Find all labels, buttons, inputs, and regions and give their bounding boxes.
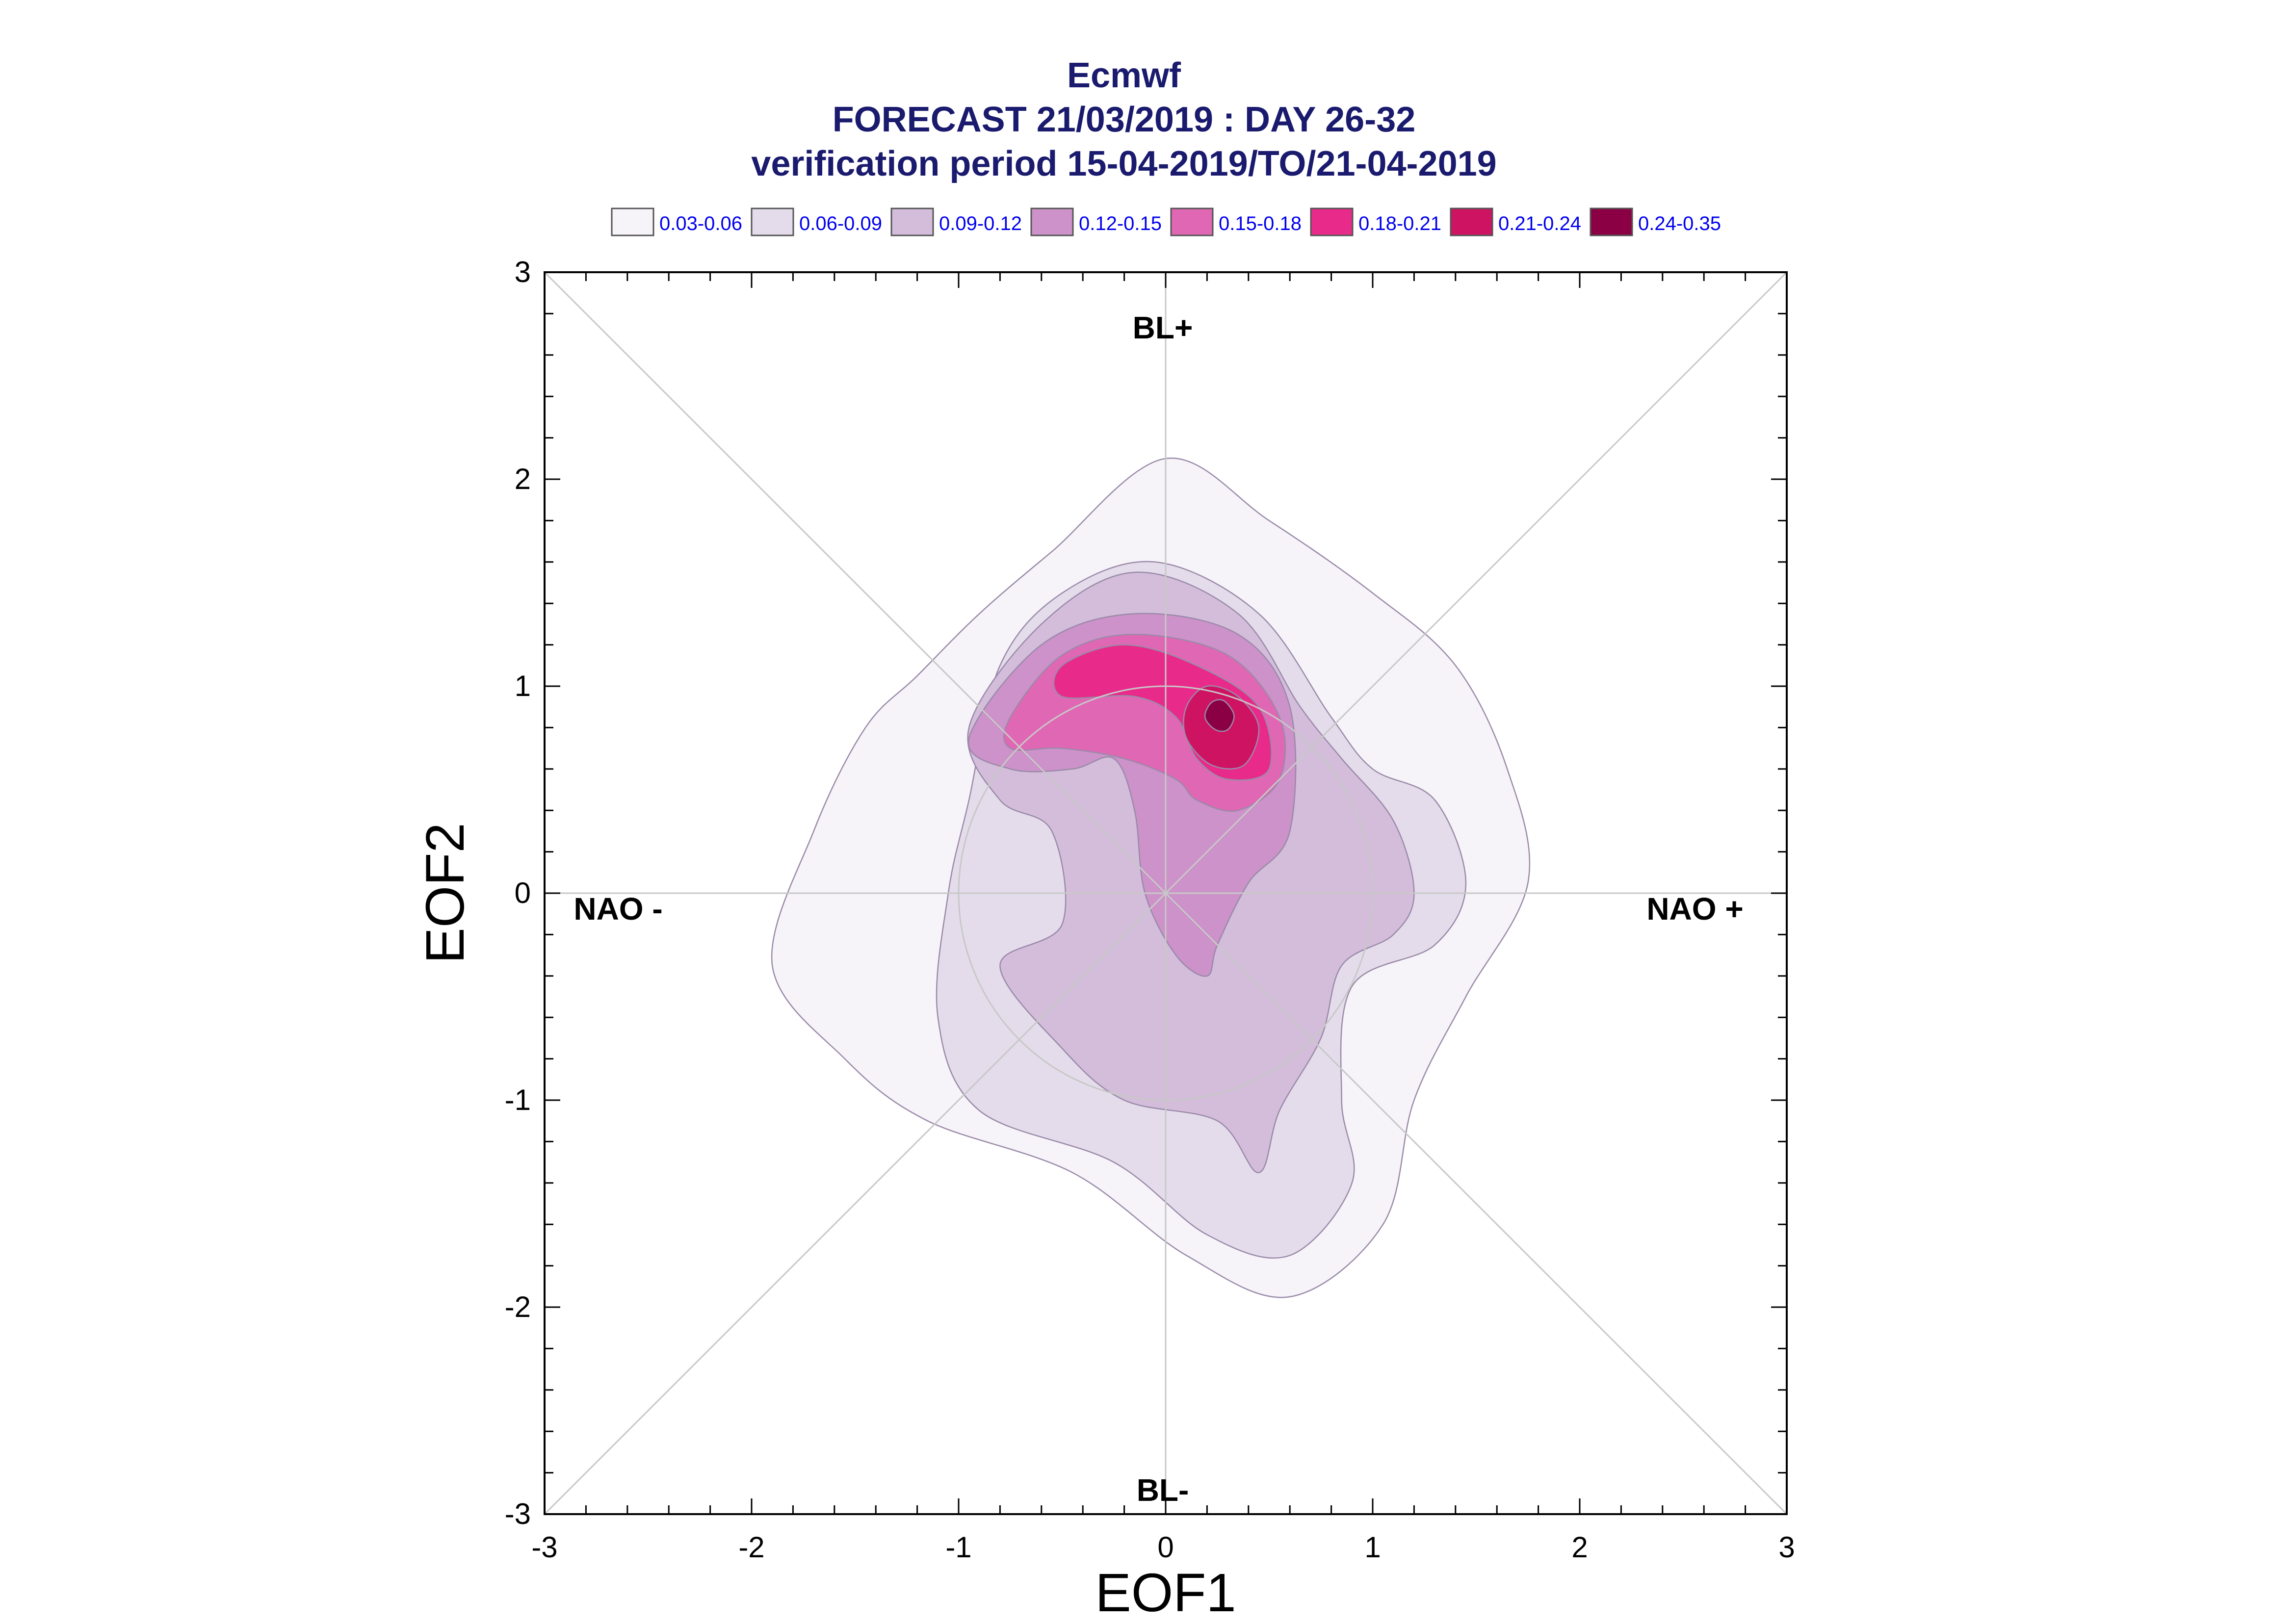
contour-layer bbox=[771, 457, 1531, 1298]
y-tick-label: -1 bbox=[505, 1083, 531, 1116]
title-line-2: FORECAST 21/03/2019 : DAY 26-32 bbox=[833, 100, 1416, 139]
legend: 0.03-0.06 0.06-0.09 0.09-0.12 0.12-0.15 0.15… bbox=[611, 207, 1721, 236]
regime-label-bottom: BL- bbox=[1137, 1472, 1189, 1508]
legend-label: 0.03-0.06 bbox=[659, 213, 742, 234]
y-tick-label: 3 bbox=[515, 256, 531, 288]
y-tick-label: -3 bbox=[505, 1497, 531, 1530]
x-tick-label: -3 bbox=[531, 1531, 557, 1564]
guide-lines bbox=[544, 271, 1788, 1515]
regime-label-left: NAO - bbox=[574, 891, 662, 927]
legend-label: 0.18-0.21 bbox=[1358, 213, 1441, 234]
legend-swatch bbox=[1450, 207, 1493, 236]
legend-swatch bbox=[1310, 207, 1354, 236]
legend-label: 0.21-0.24 bbox=[1498, 213, 1581, 234]
regime-label-right: NAO + bbox=[1646, 891, 1743, 927]
x-tick-label: 0 bbox=[1157, 1531, 1174, 1564]
plot-area: -3 -2 -1 0 1 2 3 -3 -2 -1 0 1 2 3 bbox=[505, 256, 1795, 1564]
legend-swatch bbox=[1590, 207, 1633, 236]
legend-swatch bbox=[890, 207, 934, 236]
y-tick-label: 0 bbox=[515, 876, 531, 909]
y-tick-label: 2 bbox=[515, 463, 531, 495]
x-axis-title: EOF1 bbox=[1095, 1563, 1236, 1623]
title-line-3: verification period 15-04-2019/TO/21-04-… bbox=[751, 144, 1496, 183]
x-tick-label: -2 bbox=[738, 1531, 764, 1564]
legend-swatch bbox=[1170, 207, 1214, 236]
y-axis-title: EOF2 bbox=[415, 823, 475, 963]
y-tick-label: -2 bbox=[505, 1290, 531, 1323]
legend-swatch bbox=[611, 207, 654, 236]
contour-band-8 bbox=[1204, 699, 1235, 732]
x-tick-label: -1 bbox=[945, 1531, 971, 1564]
legend-label: 0.09-0.12 bbox=[939, 213, 1022, 234]
x-tick-label: 1 bbox=[1364, 1531, 1381, 1564]
axis-ticks: -3 -2 -1 0 1 2 3 -3 -2 -1 0 1 2 3 bbox=[505, 256, 1795, 1564]
legend-label: 0.12-0.15 bbox=[1079, 213, 1162, 234]
legend-label: 0.24-0.35 bbox=[1638, 213, 1721, 234]
legend-swatch bbox=[1030, 207, 1074, 236]
x-tick-label: 3 bbox=[1778, 1531, 1795, 1564]
legend-label: 0.06-0.09 bbox=[799, 213, 882, 234]
y-tick-label: 1 bbox=[515, 670, 531, 702]
regime-label-top: BL+ bbox=[1133, 310, 1193, 345]
chart-title: Ecmwf FORECAST 21/03/2019 : DAY 26-32 ve… bbox=[751, 56, 1496, 183]
legend-swatch bbox=[751, 207, 794, 236]
legend-label: 0.15-0.18 bbox=[1219, 213, 1302, 234]
reference-circle bbox=[958, 685, 1374, 1101]
title-line-1: Ecmwf bbox=[1067, 56, 1181, 95]
x-tick-label: 2 bbox=[1571, 1531, 1588, 1564]
